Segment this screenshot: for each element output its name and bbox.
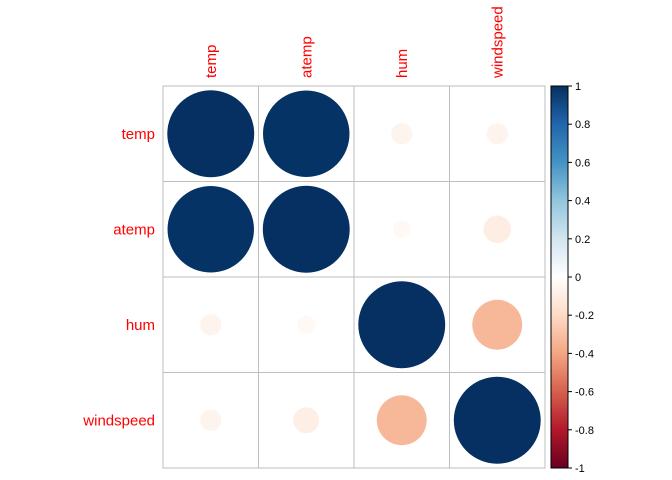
correlation-circle-hum-atemp xyxy=(297,316,315,334)
colorbar-tick-label: 0.6 xyxy=(575,157,590,169)
colorbar-tick-label: -0.6 xyxy=(575,387,594,399)
cell-grid xyxy=(162,85,546,469)
colorbar-tick-label: 0.2 xyxy=(575,234,590,246)
correlation-circle-temp-atemp xyxy=(263,90,350,177)
colorbar-tick-label: 0 xyxy=(575,272,581,284)
column-label-temp: temp xyxy=(203,45,220,78)
correlation-circle-atemp-temp xyxy=(167,186,254,273)
colorbar-tick-label: -0.4 xyxy=(575,348,594,360)
correlation-circle-windspeed-temp xyxy=(200,409,222,431)
row-label-temp: temp xyxy=(122,126,155,143)
column-label-hum: hum xyxy=(394,49,411,78)
colorbar-tick-label: -0.8 xyxy=(575,425,594,437)
row-label-windspeed: windspeed xyxy=(82,412,155,429)
correlation-circle-hum-temp xyxy=(200,314,222,336)
grid-cell xyxy=(449,372,546,469)
column-label-atemp: atemp xyxy=(298,36,315,78)
row-label-hum: hum xyxy=(126,317,155,334)
colorbar-tick-label: 0.8 xyxy=(575,119,590,131)
correlation-circle-windspeed-atemp xyxy=(293,407,320,434)
correlation-circle-hum-windspeed xyxy=(472,299,523,350)
correlation-circle-temp-hum xyxy=(391,123,413,145)
correlation-circle-atemp-windspeed xyxy=(483,215,511,243)
colorbar-gradient xyxy=(550,85,569,469)
correlation-circle-windspeed-windspeed xyxy=(453,376,541,464)
correlation-circle-temp-temp xyxy=(167,90,255,178)
correlation-circle-atemp-hum xyxy=(393,220,411,238)
colorbar-tick-label: -0.2 xyxy=(575,310,594,322)
row-label-atemp: atemp xyxy=(113,221,155,238)
colorbar-tick-label: 1 xyxy=(575,81,581,93)
correlation-circle-temp-windspeed xyxy=(486,123,508,145)
colorbar-tick-label: 0.4 xyxy=(575,196,590,208)
colorbar: -1 -0.8 -0.6 -0.4 -0.2 0 0.2 0.4 0.6 0.8 1 xyxy=(550,81,594,475)
colorbar-tick-label: -1 xyxy=(575,463,585,475)
variable-labels: temp atemp hum windspeed temp atemp hum windspe… xyxy=(82,6,506,429)
correlation-circle-hum-hum xyxy=(358,281,446,369)
column-label-windspeed: windspeed xyxy=(489,6,506,79)
correlation-circles xyxy=(167,90,541,464)
correlation-circle-windspeed-hum xyxy=(376,395,427,446)
correlation-circle-atemp-atemp xyxy=(262,185,350,273)
